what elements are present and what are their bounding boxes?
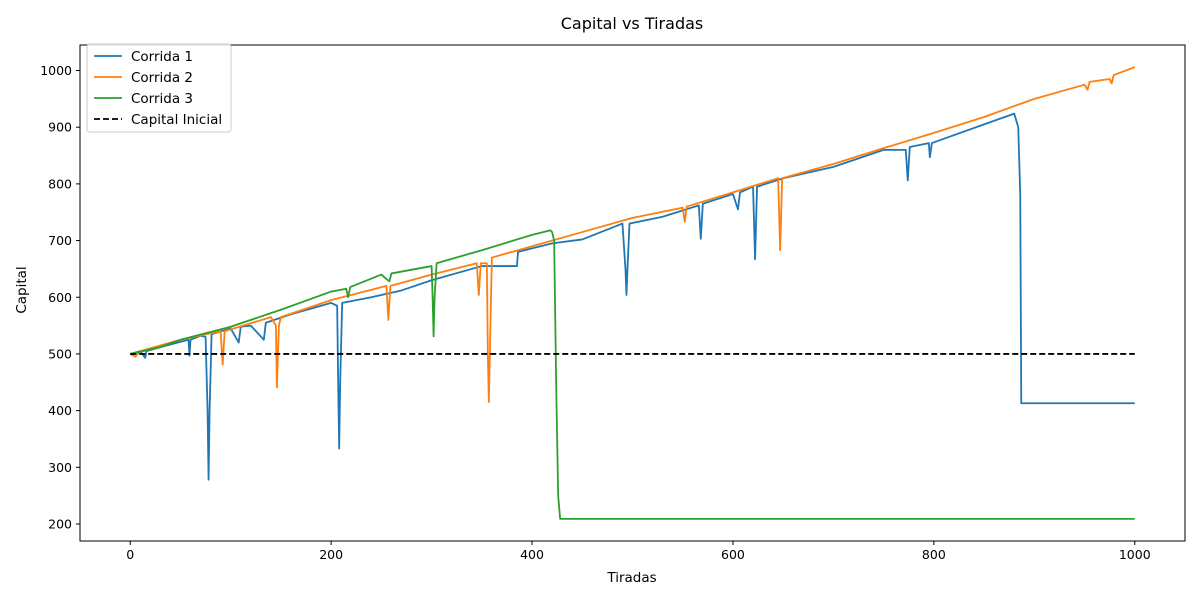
- y-tick-label: 300: [48, 460, 72, 475]
- x-tick-label: 1000: [1119, 547, 1151, 562]
- y-tick-label: 800: [48, 176, 72, 191]
- legend: Corrida 1 Corrida 2 Corrida 3 Capital Inici…: [86, 43, 232, 133]
- x-tick-label: 0: [126, 547, 134, 562]
- y-tick-label: 1000: [40, 63, 72, 78]
- x-tick-label: 800: [922, 547, 946, 562]
- x-axis-label: Tiradas: [606, 570, 656, 586]
- plot-area: [79, 44, 1186, 542]
- legend-label: Corrida 2: [131, 70, 193, 86]
- y-tick-label: 600: [48, 290, 72, 305]
- x-tick-label: 200: [319, 547, 343, 562]
- legend-label: Corrida 1: [131, 49, 193, 65]
- series-line-corrida-1: [129, 112, 1135, 481]
- legend-label: Corrida 3: [131, 91, 193, 107]
- chart-title: Capital vs Tiradas: [561, 14, 703, 33]
- y-tick-label: 200: [48, 516, 72, 531]
- legend-label: Capital Inicial: [131, 112, 222, 128]
- y-tick-label: 500: [48, 346, 72, 361]
- x-axis: 0 200 400 600 800 1000: [126, 541, 1151, 562]
- x-tick-label: 600: [721, 547, 745, 562]
- y-tick-label: 700: [48, 233, 72, 248]
- x-tick-label: 400: [520, 547, 544, 562]
- y-axis-label: Capital: [14, 266, 30, 313]
- series-line-corrida-3: [130, 229, 1135, 520]
- y-tick-label: 900: [48, 120, 72, 135]
- series-layer: [129, 66, 1136, 520]
- y-axis: 200 300 400 500 600 700 800 900 1000: [40, 63, 80, 531]
- legend-box: [86, 43, 232, 133]
- series-line-corrida-2: [129, 66, 1136, 404]
- plot-frame: [79, 44, 1186, 542]
- y-tick-label: 400: [48, 403, 72, 418]
